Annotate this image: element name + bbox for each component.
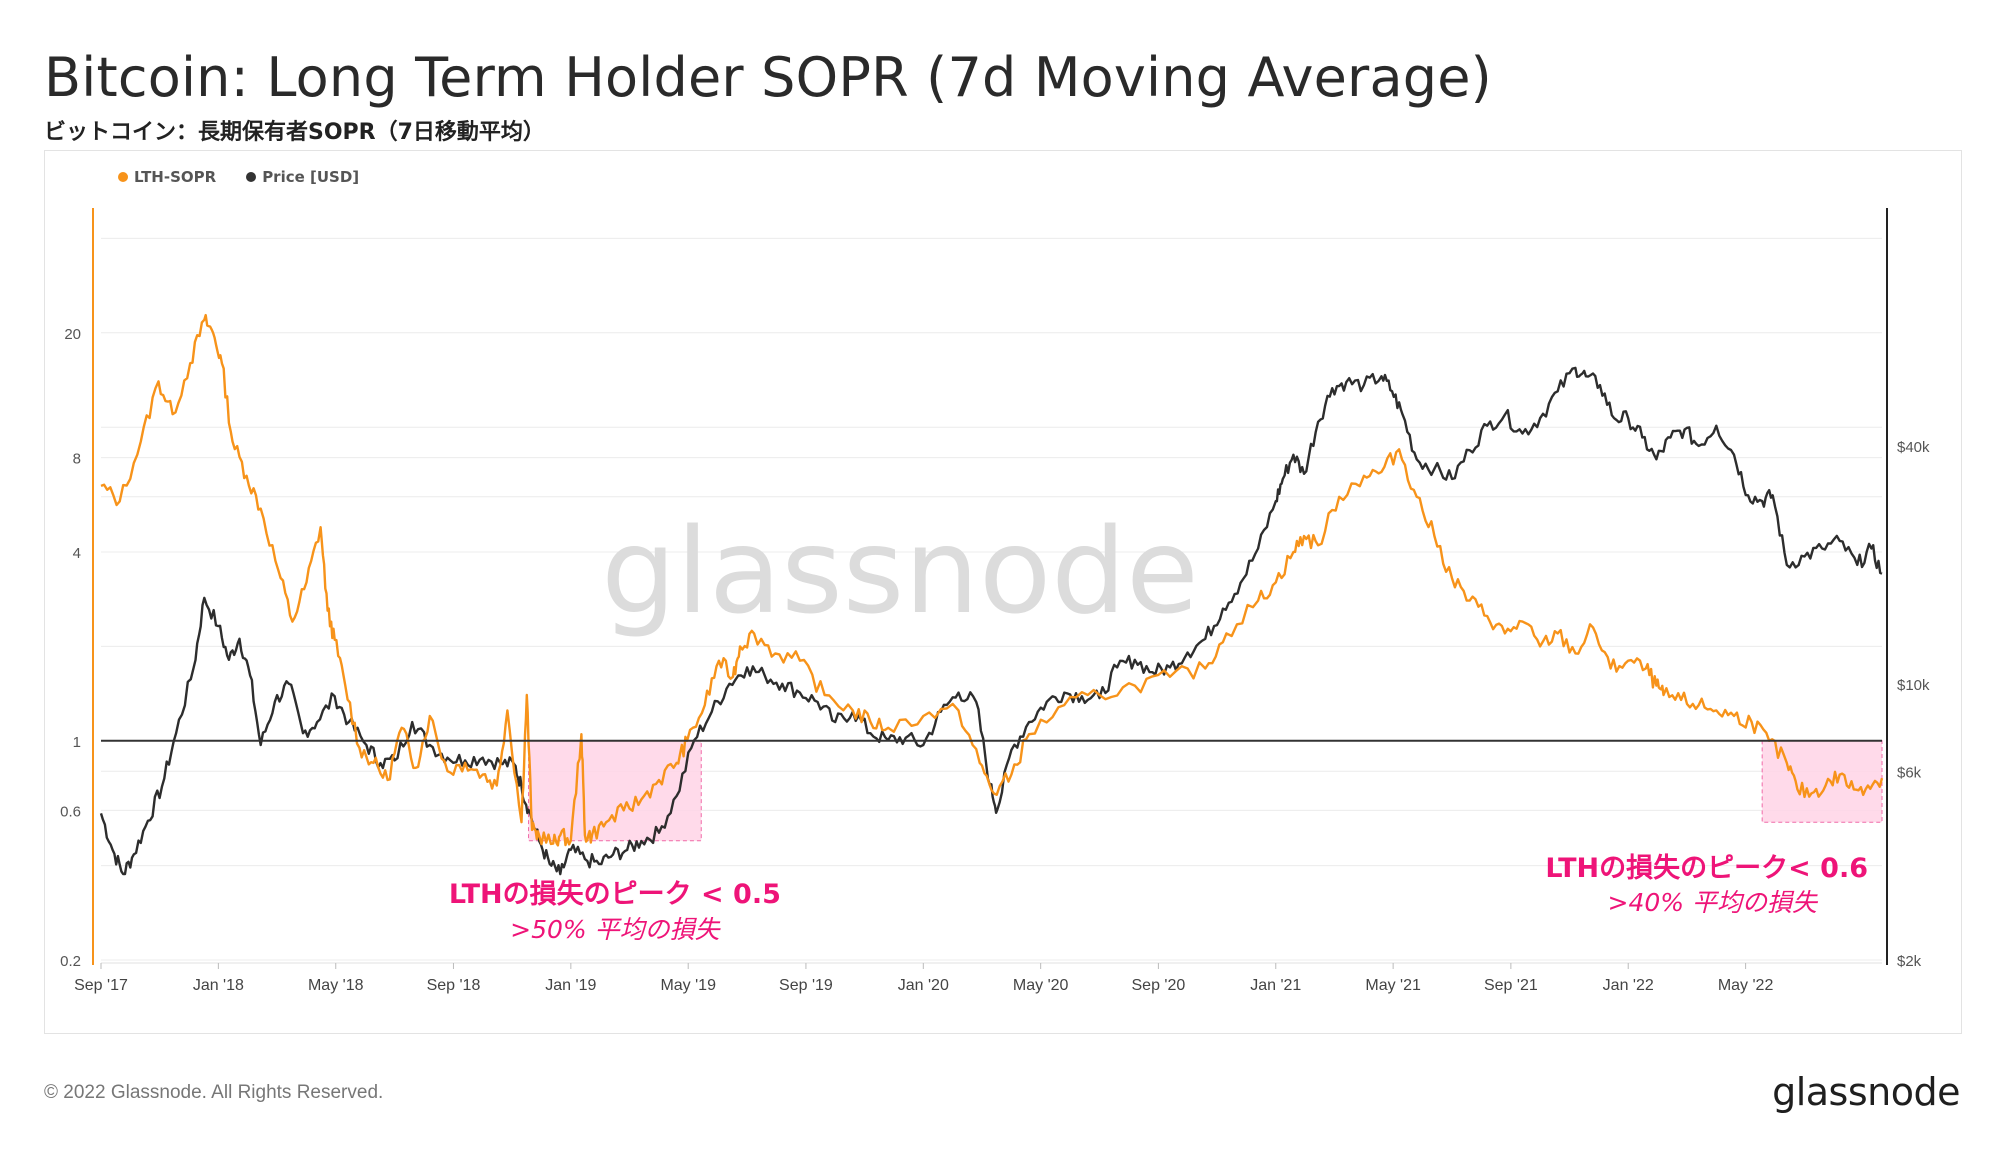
legend-marker-price bbox=[246, 172, 257, 182]
annotation-2-title: LTHの損失のピーク< 0.6 bbox=[1545, 853, 1868, 884]
page-subtitle: ビットコイン：長期保有者SOPR（7日移動平均） bbox=[44, 120, 545, 145]
x-tick-label: Jan '22 bbox=[1603, 977, 1654, 994]
y-right-tick-label: $40k bbox=[1897, 439, 1930, 456]
chart-legend: LTH-SOPR Price [USD] bbox=[118, 168, 359, 186]
x-tick-label: Sep '21 bbox=[1484, 977, 1538, 994]
y-right-tick-label: $2k bbox=[1897, 953, 1922, 970]
y-left-tick-label: 20 bbox=[64, 326, 81, 343]
y-left-tick-label: 0.2 bbox=[60, 953, 81, 970]
highlight-box-1 bbox=[528, 740, 702, 842]
x-tick-label: May '18 bbox=[308, 977, 364, 994]
y-left-tick-label: 8 bbox=[73, 451, 81, 468]
price-series-line bbox=[99, 366, 1883, 876]
y-left-tick-label: 4 bbox=[73, 545, 81, 562]
x-tick-label: May '21 bbox=[1365, 977, 1421, 994]
x-tick-label: Sep '17 bbox=[74, 977, 128, 994]
chart-frame bbox=[44, 150, 1962, 1034]
page-title: Bitcoin: Long Term Holder SOPR (7d Movin… bbox=[44, 46, 1492, 109]
annotation-2-subtitle: >40% 平均の損失 bbox=[1608, 888, 1819, 917]
legend-label-price: Price [USD] bbox=[262, 168, 360, 186]
footer-copyright: © 2022 Glassnode. All Rights Reserved. bbox=[44, 1082, 384, 1103]
highlight-box-2 bbox=[1761, 740, 1883, 823]
y-left-tick-label: 1 bbox=[73, 734, 81, 751]
legend-label-lth-sopr: LTH-SOPR bbox=[134, 168, 217, 186]
x-tick-label: Sep '20 bbox=[1132, 977, 1186, 994]
x-tick-label: Jan '21 bbox=[1250, 977, 1301, 994]
legend-item-lth-sopr[interactable]: LTH-SOPR bbox=[118, 168, 216, 186]
x-tick-label: Sep '18 bbox=[427, 977, 481, 994]
x-tick-label: May '22 bbox=[1718, 977, 1774, 994]
x-tick-label: Sep '19 bbox=[779, 977, 833, 994]
legend-marker-lth-sopr bbox=[118, 172, 128, 182]
y-left-tick-label: 0.6 bbox=[60, 803, 81, 820]
lth-sopr-series-line bbox=[100, 313, 1884, 847]
x-tick-label: Jan '19 bbox=[545, 977, 596, 994]
annotation-1-title: LTHの損失のピーク < 0.5 bbox=[449, 879, 781, 910]
y-right-tick-label: $10k bbox=[1897, 677, 1930, 694]
y-right-tick-label: $6k bbox=[1897, 764, 1922, 781]
glassnode-logo: glassnode bbox=[1772, 1070, 1960, 1114]
watermark: glassnode bbox=[601, 502, 1198, 640]
annotation-1-subtitle: >50% 平均の損失 bbox=[510, 915, 721, 944]
x-tick-label: Jan '20 bbox=[898, 977, 949, 994]
x-tick-label: May '20 bbox=[1013, 977, 1069, 994]
x-tick-label: May '19 bbox=[660, 977, 716, 994]
legend-item-price[interactable]: Price [USD] bbox=[246, 168, 359, 186]
x-tick-label: Jan '18 bbox=[193, 977, 244, 994]
